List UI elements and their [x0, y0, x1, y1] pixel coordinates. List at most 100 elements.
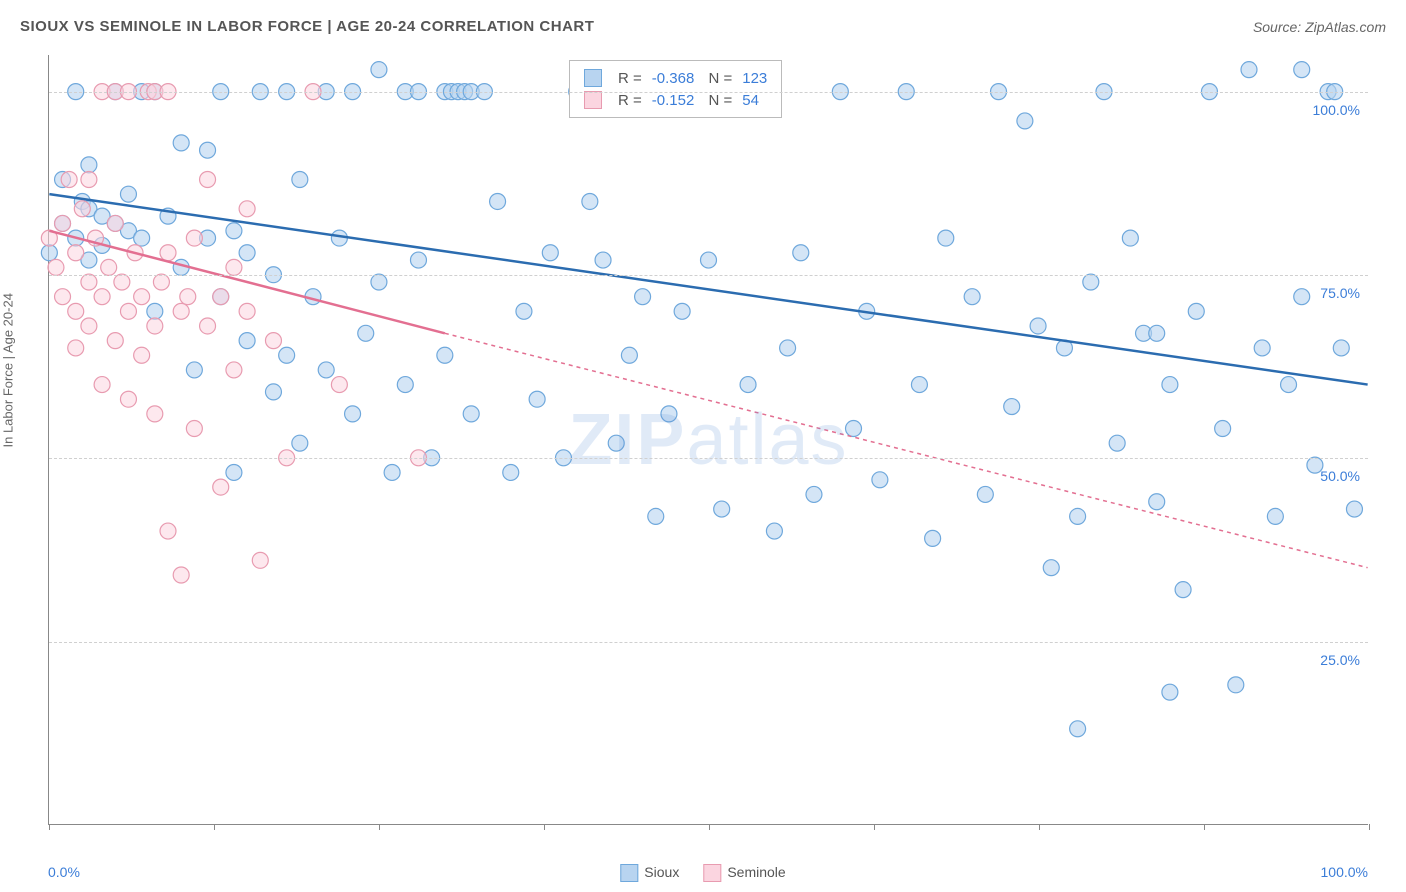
data-point [226, 464, 242, 480]
data-point [120, 303, 136, 319]
data-point [1254, 340, 1270, 356]
y-tick-label: 25.0% [1320, 652, 1360, 668]
data-point [1083, 274, 1099, 290]
data-point [68, 340, 84, 356]
data-point [147, 406, 163, 422]
data-point [74, 201, 90, 217]
data-point [925, 530, 941, 546]
r-label: R = [618, 70, 642, 87]
data-point [780, 340, 796, 356]
data-point [793, 245, 809, 261]
data-point [55, 215, 71, 231]
data-point [239, 303, 255, 319]
gridline [49, 458, 1368, 459]
legend-item: Seminole [703, 864, 785, 882]
x-tick [544, 824, 545, 830]
data-point [1070, 721, 1086, 737]
data-point [371, 274, 387, 290]
data-point [1188, 303, 1204, 319]
title-bar: SIOUX VS SEMINOLE IN LABOR FORCE | AGE 2… [20, 18, 1386, 35]
data-point [239, 201, 255, 217]
data-point [292, 435, 308, 451]
data-point [120, 186, 136, 202]
data-point [1294, 289, 1310, 305]
y-axis-label: In Labor Force | Age 20-24 [1, 293, 16, 447]
n-label: N = [704, 70, 732, 87]
data-point [648, 508, 664, 524]
data-point [1333, 340, 1349, 356]
data-point [714, 501, 730, 517]
data-point [1346, 501, 1362, 517]
data-point [1215, 421, 1231, 437]
data-point [529, 391, 545, 407]
data-point [1162, 377, 1178, 393]
legend-swatch [584, 69, 602, 87]
legend-item: Sioux [620, 864, 679, 882]
data-point [345, 406, 361, 422]
r-value: -0.368 [652, 70, 695, 87]
data-point [1109, 435, 1125, 451]
data-point [81, 172, 97, 188]
data-point [318, 362, 334, 378]
data-point [661, 406, 677, 422]
data-point [147, 318, 163, 334]
data-point [107, 333, 123, 349]
plot-svg [49, 55, 1368, 824]
n-value: 123 [742, 70, 767, 87]
chart-title: SIOUX VS SEMINOLE IN LABOR FORCE | AGE 2… [20, 18, 594, 35]
data-point [397, 377, 413, 393]
x-max-label: 100.0% [1321, 864, 1368, 880]
data-point [938, 230, 954, 246]
stats-box: R =-0.368 N =123R =-0.152 N =54 [569, 60, 782, 118]
data-point [1149, 325, 1165, 341]
legend-label: Sioux [644, 864, 679, 880]
source-label: Source: ZipAtlas.com [1253, 19, 1386, 35]
data-point [81, 318, 97, 334]
data-point [1017, 113, 1033, 129]
data-point [1162, 684, 1178, 700]
data-point [186, 362, 202, 378]
data-point [68, 303, 84, 319]
data-point [107, 215, 123, 231]
data-point [595, 252, 611, 268]
data-point [331, 377, 347, 393]
trend-line [49, 194, 1367, 384]
data-point [160, 245, 176, 261]
stats-row: R = -0.368 N = 123 [584, 67, 767, 89]
legend-swatch [620, 864, 638, 882]
data-point [740, 377, 756, 393]
legend-swatch [703, 864, 721, 882]
x-tick [1039, 824, 1040, 830]
data-point [635, 289, 651, 305]
data-point [173, 567, 189, 583]
x-tick [709, 824, 710, 830]
data-point [1043, 560, 1059, 576]
data-point [173, 303, 189, 319]
data-point [265, 384, 281, 400]
data-point [239, 333, 255, 349]
data-point [674, 303, 690, 319]
data-point [239, 245, 255, 261]
gridline [49, 275, 1368, 276]
data-point [55, 289, 71, 305]
data-point [213, 289, 229, 305]
r-value: -0.152 [652, 92, 695, 109]
data-point [186, 421, 202, 437]
data-point [1122, 230, 1138, 246]
legend-swatch [584, 91, 602, 109]
data-point [120, 391, 136, 407]
data-point [134, 347, 150, 363]
data-point [48, 259, 64, 275]
data-point [226, 259, 242, 275]
gridline [49, 642, 1368, 643]
data-point [160, 523, 176, 539]
data-point [490, 193, 506, 209]
y-tick-label: 75.0% [1320, 285, 1360, 301]
data-point [964, 289, 980, 305]
data-point [41, 245, 57, 261]
data-point [153, 274, 169, 290]
data-point [872, 472, 888, 488]
data-point [252, 552, 268, 568]
data-point [1228, 677, 1244, 693]
data-point [134, 289, 150, 305]
